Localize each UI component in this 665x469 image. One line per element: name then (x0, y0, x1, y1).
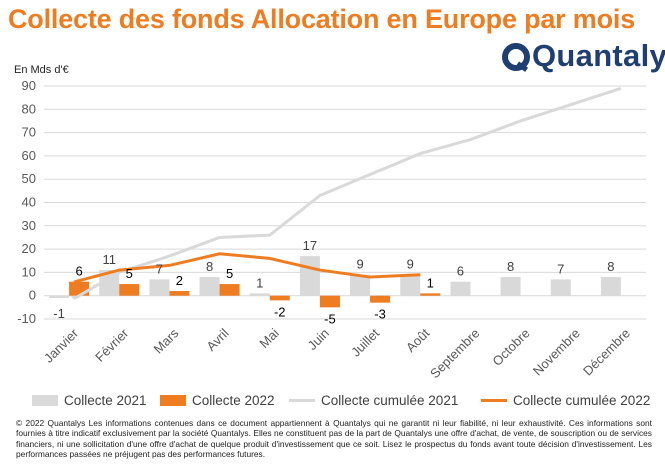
legend-label: Collecte cumulée 2022 (513, 393, 650, 408)
brand-logo: Quantalys (500, 38, 665, 76)
bar-2022 (219, 284, 240, 296)
data-label-2022: -5 (324, 311, 336, 326)
data-label-2021: -1 (53, 306, 65, 321)
data-label-2021: 6 (457, 264, 464, 279)
chart-title: Collecte des fonds Allocation en Europe … (8, 4, 636, 34)
x-tick-label: Septembre (427, 326, 483, 382)
quantalys-logo-icon (502, 43, 530, 72)
legend-label: Collecte cumulée 2021 (321, 393, 458, 408)
y-tick-label: 70 (22, 125, 36, 140)
bar-2022 (420, 293, 441, 296)
y-tick-label: 30 (22, 218, 36, 233)
y-tick-label: 60 (22, 148, 36, 163)
bar-2021 (350, 274, 371, 296)
y-tick-label: 80 (22, 101, 36, 116)
x-tick-label: Mars (151, 325, 182, 356)
bar-2022 (370, 295, 391, 303)
y-tick-label: 0 (29, 288, 36, 303)
x-tick-label: Juillet (348, 325, 382, 359)
x-tick-label: Janvier (41, 325, 82, 366)
bar-2022 (169, 291, 190, 296)
y-tick-label: 10 (22, 264, 36, 279)
x-tick-label: Avril (203, 325, 231, 353)
data-label-2021: 8 (206, 259, 213, 274)
bar-2021 (450, 281, 471, 296)
unit-label: En Mds d'€ (14, 64, 69, 76)
bar-2021 (550, 279, 571, 296)
data-label-2022: 2 (176, 273, 183, 288)
line-cumul-2021 (71, 86, 622, 300)
disclaimer-text: © 2022 Quantalys Les informations conten… (16, 418, 652, 460)
bar-2021 (199, 277, 220, 296)
x-tick-label: Juin (305, 326, 332, 353)
data-label-2021: 9 (407, 257, 414, 272)
data-label-2022: -3 (374, 307, 386, 322)
x-tick-label: Août (403, 325, 433, 355)
legend-swatch (32, 395, 58, 406)
data-label-2022: 1 (427, 275, 434, 290)
x-tick-label: Novembre (530, 326, 583, 379)
x-tick-label: Octobre (489, 326, 532, 369)
data-label-2021: 17 (303, 238, 317, 253)
y-tick-label: 90 (22, 78, 36, 93)
data-label-2021: 9 (356, 257, 363, 272)
data-label-2021: 7 (156, 261, 163, 276)
bar-2021 (149, 279, 170, 296)
data-label-2021: 1 (256, 275, 263, 290)
bar-2021 (500, 277, 521, 296)
legend-label: Collecte 2021 (64, 393, 147, 408)
data-label-2022: 5 (126, 266, 133, 281)
bar-2021 (49, 295, 70, 299)
bar-2021 (299, 256, 320, 296)
data-label-2021: 7 (557, 261, 564, 276)
bar-2022 (269, 295, 290, 301)
data-label-2022: -2 (274, 304, 286, 319)
y-tick-label: -10 (17, 311, 36, 326)
x-tick-label: Février (92, 325, 132, 365)
y-tick-label: 40 (22, 195, 36, 210)
line-cumul-2022 (70, 252, 421, 297)
data-label-2022: 6 (75, 264, 82, 279)
brand-name: Quantalys (532, 38, 665, 73)
y-tick-label: 20 (22, 241, 36, 256)
bar-2021 (249, 293, 270, 296)
bar-2021 (600, 277, 621, 296)
bar-2022 (119, 284, 140, 296)
bar-2021 (400, 274, 421, 296)
y-tick-label: 50 (22, 171, 36, 186)
legend-label: Collecte 2022 (192, 393, 275, 408)
data-label-2021: 8 (507, 259, 514, 274)
data-label-2021: 11 (103, 252, 117, 267)
bar-2022 (319, 295, 340, 308)
data-label-2022: 5 (226, 266, 233, 281)
x-tick-label: Décembre (580, 326, 633, 379)
data-label-2021: 8 (607, 259, 614, 274)
legend-swatch (160, 395, 186, 406)
x-tick-label: Mai (256, 325, 281, 350)
